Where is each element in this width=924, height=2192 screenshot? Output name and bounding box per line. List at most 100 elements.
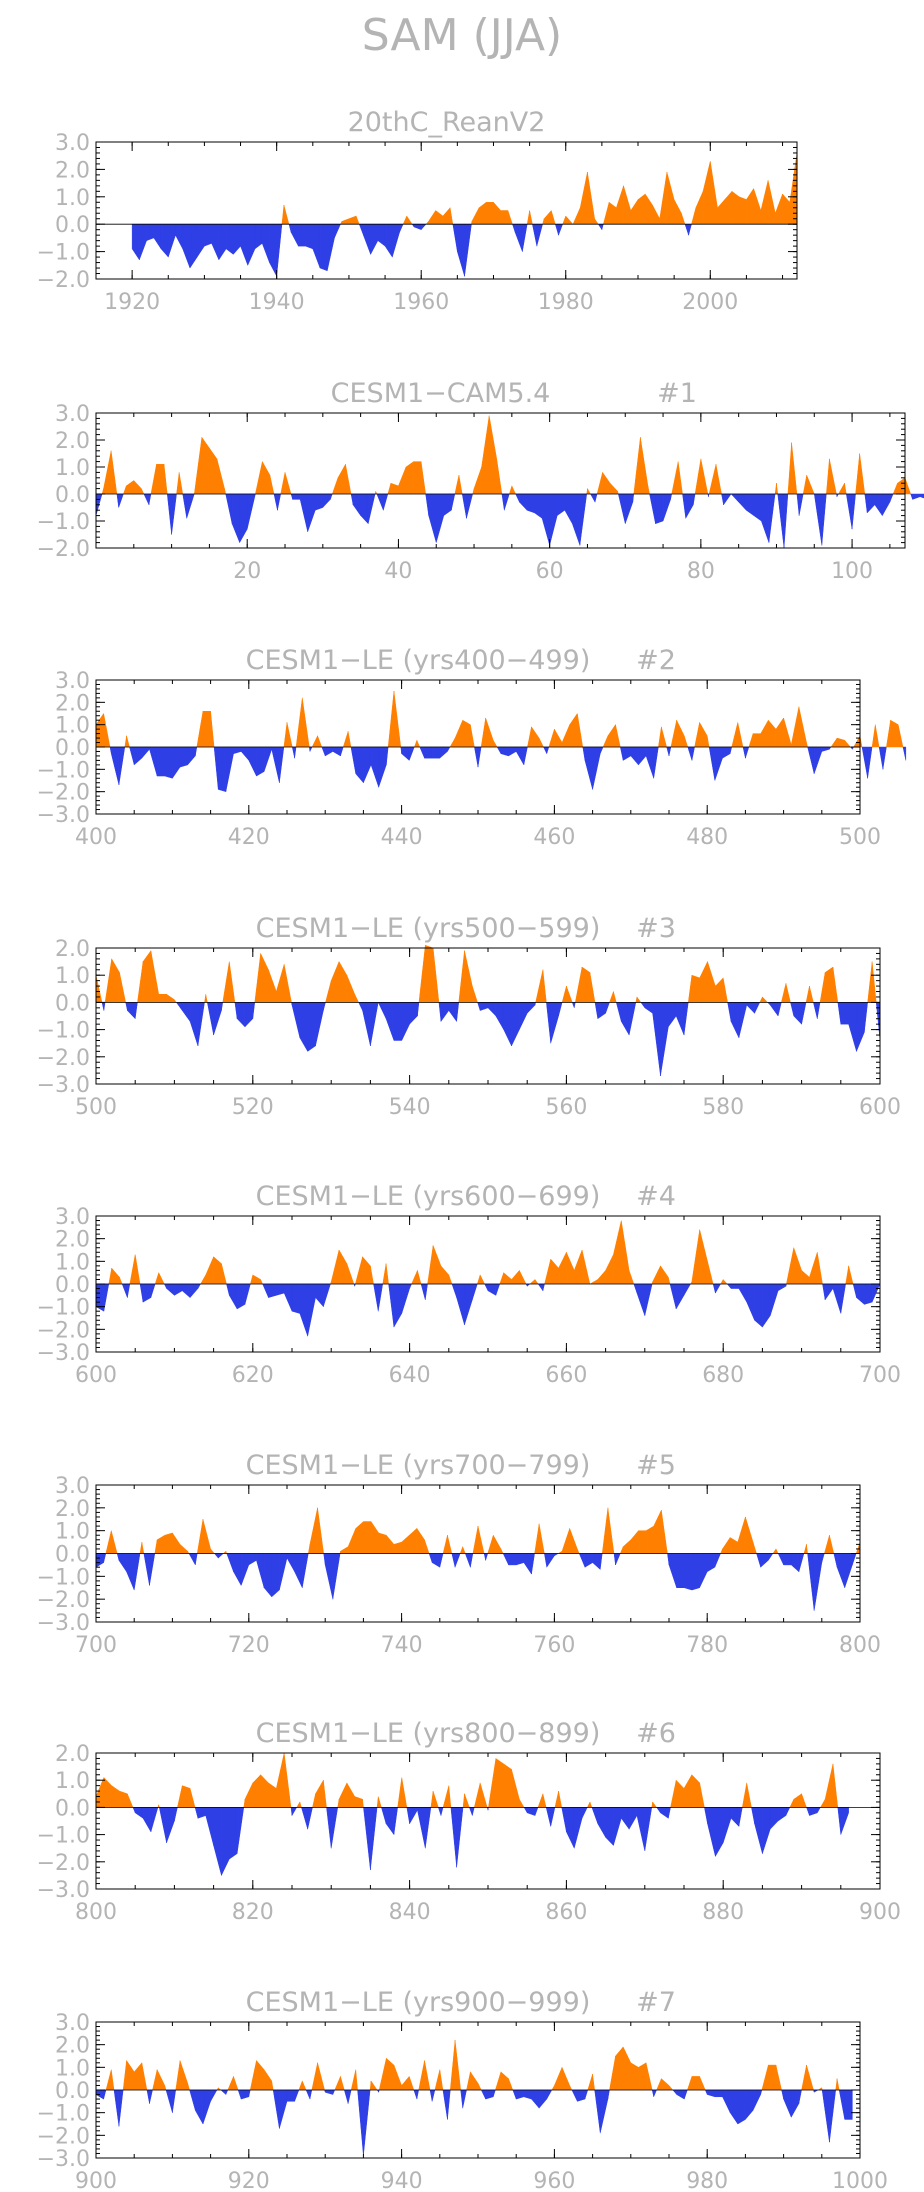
negative-anomaly-area: [668, 1002, 677, 1028]
negative-anomaly-area: [769, 1807, 779, 1830]
positive-anomaly-area: [315, 1779, 324, 1808]
positive-anomaly-area: [691, 1229, 700, 1285]
negative-anomaly-area: [542, 1283, 545, 1291]
negative-anomaly-area: [221, 1002, 224, 1011]
negative-anomaly-area: [324, 2089, 334, 2095]
negative-anomaly-area: [309, 746, 313, 752]
x-tick-label: 520: [232, 1095, 274, 1120]
negative-anomaly-area: [132, 1807, 136, 1813]
positive-anomaly-area: [370, 1520, 379, 1554]
positive-anomaly-area: [390, 482, 399, 495]
negative-anomaly-area: [134, 1807, 144, 1819]
negative-anomaly-area: [411, 223, 415, 228]
negative-anomaly-area: [607, 2089, 610, 2100]
positive-anomaly-area: [202, 1519, 211, 1554]
negative-anomaly-area: [381, 1807, 387, 1824]
negative-anomaly-area: [817, 1002, 821, 1019]
negative-anomaly-area: [103, 1002, 106, 1011]
negative-anomaly-area: [166, 1283, 175, 1296]
positive-anomaly-area: [103, 713, 111, 748]
positive-anomaly-area: [699, 961, 708, 1003]
positive-anomaly-area: [485, 717, 494, 748]
positive-anomaly-area: [767, 180, 776, 225]
positive-anomaly-area: [175, 2060, 181, 2091]
positive-anomaly-area: [645, 1525, 654, 1554]
positive-anomaly-area: [398, 466, 407, 495]
positive-anomaly-area: [613, 991, 617, 1003]
positive-anomaly-area: [416, 740, 421, 748]
negative-anomaly-area: [523, 746, 528, 765]
positive-anomaly-area: [691, 1774, 700, 1808]
positive-anomaly-area: [890, 719, 899, 748]
negative-anomaly-area: [726, 1283, 732, 1290]
positive-anomaly-area: [587, 487, 591, 495]
negative-anomaly-area: [523, 1553, 532, 1575]
positive-anomaly-area: [105, 1530, 112, 1554]
negative-anomaly-area: [408, 746, 415, 761]
positive-anomaly-area: [737, 1516, 746, 1554]
positive-anomaly-area: [602, 471, 611, 495]
negative-anomaly-area: [447, 746, 451, 753]
negative-anomaly-area: [730, 1002, 740, 1038]
positive-anomaly-area: [393, 2064, 402, 2091]
positive-anomaly-area: [255, 461, 263, 495]
positive-anomaly-area: [458, 950, 465, 1003]
negative-anomaly-area: [438, 1807, 442, 1816]
negative-anomaly-area: [174, 1807, 178, 1822]
x-tick-label: 940: [381, 2169, 423, 2192]
positive-anomaly-area: [493, 201, 501, 225]
negative-anomaly-area: [543, 746, 548, 754]
positive-anomaly-area: [708, 464, 717, 495]
anomaly-area-group: [131, 152, 798, 277]
negative-anomaly-area: [571, 1002, 575, 1008]
negative-anomaly-area: [386, 746, 389, 765]
negative-anomaly-area: [675, 1002, 685, 1036]
negative-anomaly-area: [501, 493, 505, 511]
negative-anomaly-area: [189, 223, 198, 269]
negative-anomaly-area: [676, 2089, 685, 2100]
negative-anomaly-area: [754, 1283, 763, 1328]
negative-anomaly-area: [376, 493, 384, 511]
negative-anomaly-area: [754, 1807, 763, 1854]
negative-anomaly-area: [248, 2089, 251, 2097]
positive-anomaly-area: [317, 735, 323, 748]
negative-anomaly-area: [413, 2089, 418, 2100]
negative-anomaly-area: [233, 746, 242, 755]
negative-anomaly-area: [236, 1807, 245, 1854]
negative-anomaly-area: [684, 1553, 693, 1591]
y-tick-label: 3.0: [55, 669, 90, 694]
x-tick-label: 80: [687, 559, 715, 584]
negative-anomaly-area: [291, 746, 295, 759]
positive-anomaly-area: [819, 1798, 826, 1808]
negative-anomaly-area: [439, 746, 448, 759]
negative-anomaly-area: [844, 2089, 853, 2120]
negative-anomaly-area: [263, 746, 272, 772]
positive-anomaly-area: [163, 464, 168, 495]
negative-anomaly-area: [714, 2089, 723, 2098]
negative-anomaly-area: [592, 1553, 601, 1571]
negative-anomaly-area: [675, 1283, 685, 1310]
positive-anomaly-area: [897, 477, 906, 495]
panel-run-label: #1: [657, 378, 697, 409]
positive-anomaly-area: [269, 475, 275, 495]
negative-anomaly-area: [693, 493, 696, 505]
negative-anomaly-area: [448, 1002, 457, 1023]
negative-anomaly-area: [195, 746, 198, 756]
negative-anomaly-area: [358, 223, 364, 236]
negative-anomaly-area: [276, 223, 283, 277]
x-tick-label: 800: [839, 1633, 881, 1658]
negative-anomaly-area: [579, 493, 588, 546]
positive-anomaly-area: [464, 1793, 470, 1808]
negative-anomaly-area: [769, 1283, 779, 1316]
negative-anomaly-area: [370, 1807, 378, 1870]
positive-anomaly-area: [340, 1546, 349, 1554]
y-tick-label: 0.0: [55, 483, 90, 508]
y-tick-label: 2.0: [55, 1742, 90, 1767]
negative-anomaly-area: [605, 1807, 614, 1847]
positive-anomaly-area: [213, 1256, 222, 1285]
positive-anomaly-area: [378, 1532, 387, 1554]
positive-anomaly-area: [759, 996, 763, 1003]
positive-anomaly-area: [172, 1532, 181, 1554]
positive-anomaly-area: [250, 1274, 254, 1285]
negative-anomaly-area: [420, 223, 427, 231]
